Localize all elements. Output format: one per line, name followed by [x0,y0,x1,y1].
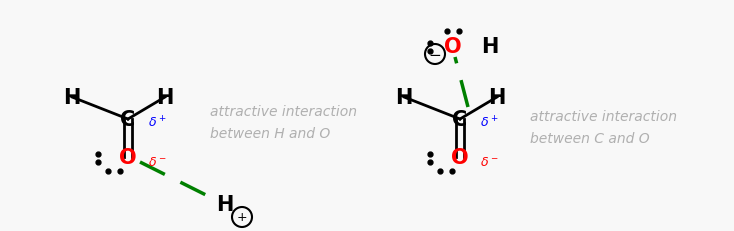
Text: $\delta^-$: $\delta^-$ [148,155,167,168]
Text: H: H [63,88,81,108]
Text: +: + [236,211,247,224]
Text: C: C [452,109,468,129]
Text: O: O [119,147,137,167]
Text: $\delta^+$: $\delta^+$ [480,115,498,130]
Text: $\delta^-$: $\delta^-$ [480,155,498,168]
Text: H: H [156,88,174,108]
Text: C: C [120,109,136,129]
Text: attractive interaction
between C and O: attractive interaction between C and O [530,109,677,145]
Text: $\delta^+$: $\delta^+$ [148,115,167,130]
Text: O: O [444,37,462,57]
Text: H: H [482,37,498,57]
Text: attractive interaction
between H and O: attractive interaction between H and O [210,105,357,140]
Text: H: H [396,88,413,108]
Text: −: − [429,47,441,62]
Text: O: O [451,147,469,167]
Text: H: H [488,88,506,108]
Text: H: H [217,194,233,214]
